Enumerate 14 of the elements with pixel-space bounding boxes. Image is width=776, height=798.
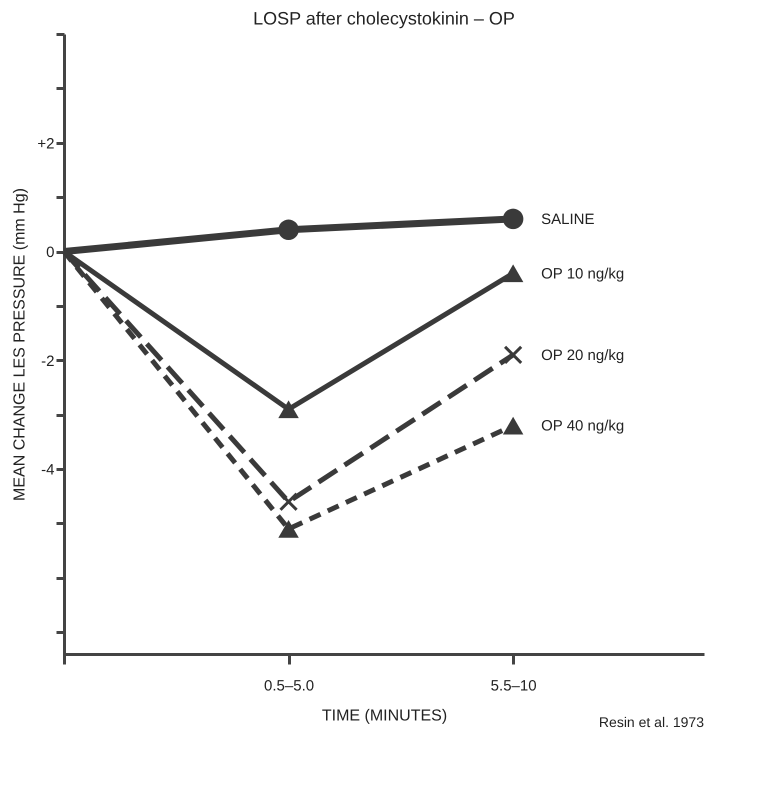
series-label: SALINE <box>541 210 594 228</box>
x-tick-label: 5.5–10 <box>490 678 537 694</box>
chart-title: LOSP after cholecystokinin – OP <box>253 8 515 28</box>
x-tick-label: 0.5–5.0 <box>264 678 314 694</box>
y-tick-label: 0 <box>46 244 54 262</box>
series-label: OP 40 ng/kg <box>541 418 624 435</box>
x-axis-title: TIME (MINUTES) <box>322 708 448 724</box>
y-tick-label: -4 <box>41 462 54 479</box>
series-label: OP 10 ng/kg <box>541 265 624 282</box>
y-axis-title: MEAN CHANGE LES PRESSURE (mm Hg) <box>11 188 28 501</box>
y-tick-label: -2 <box>41 352 54 370</box>
text: Resin et al. 1973 <box>598 714 704 730</box>
y-tick-label: +2 <box>37 135 54 152</box>
series-label: OP 20 ng/kg <box>541 346 624 364</box>
